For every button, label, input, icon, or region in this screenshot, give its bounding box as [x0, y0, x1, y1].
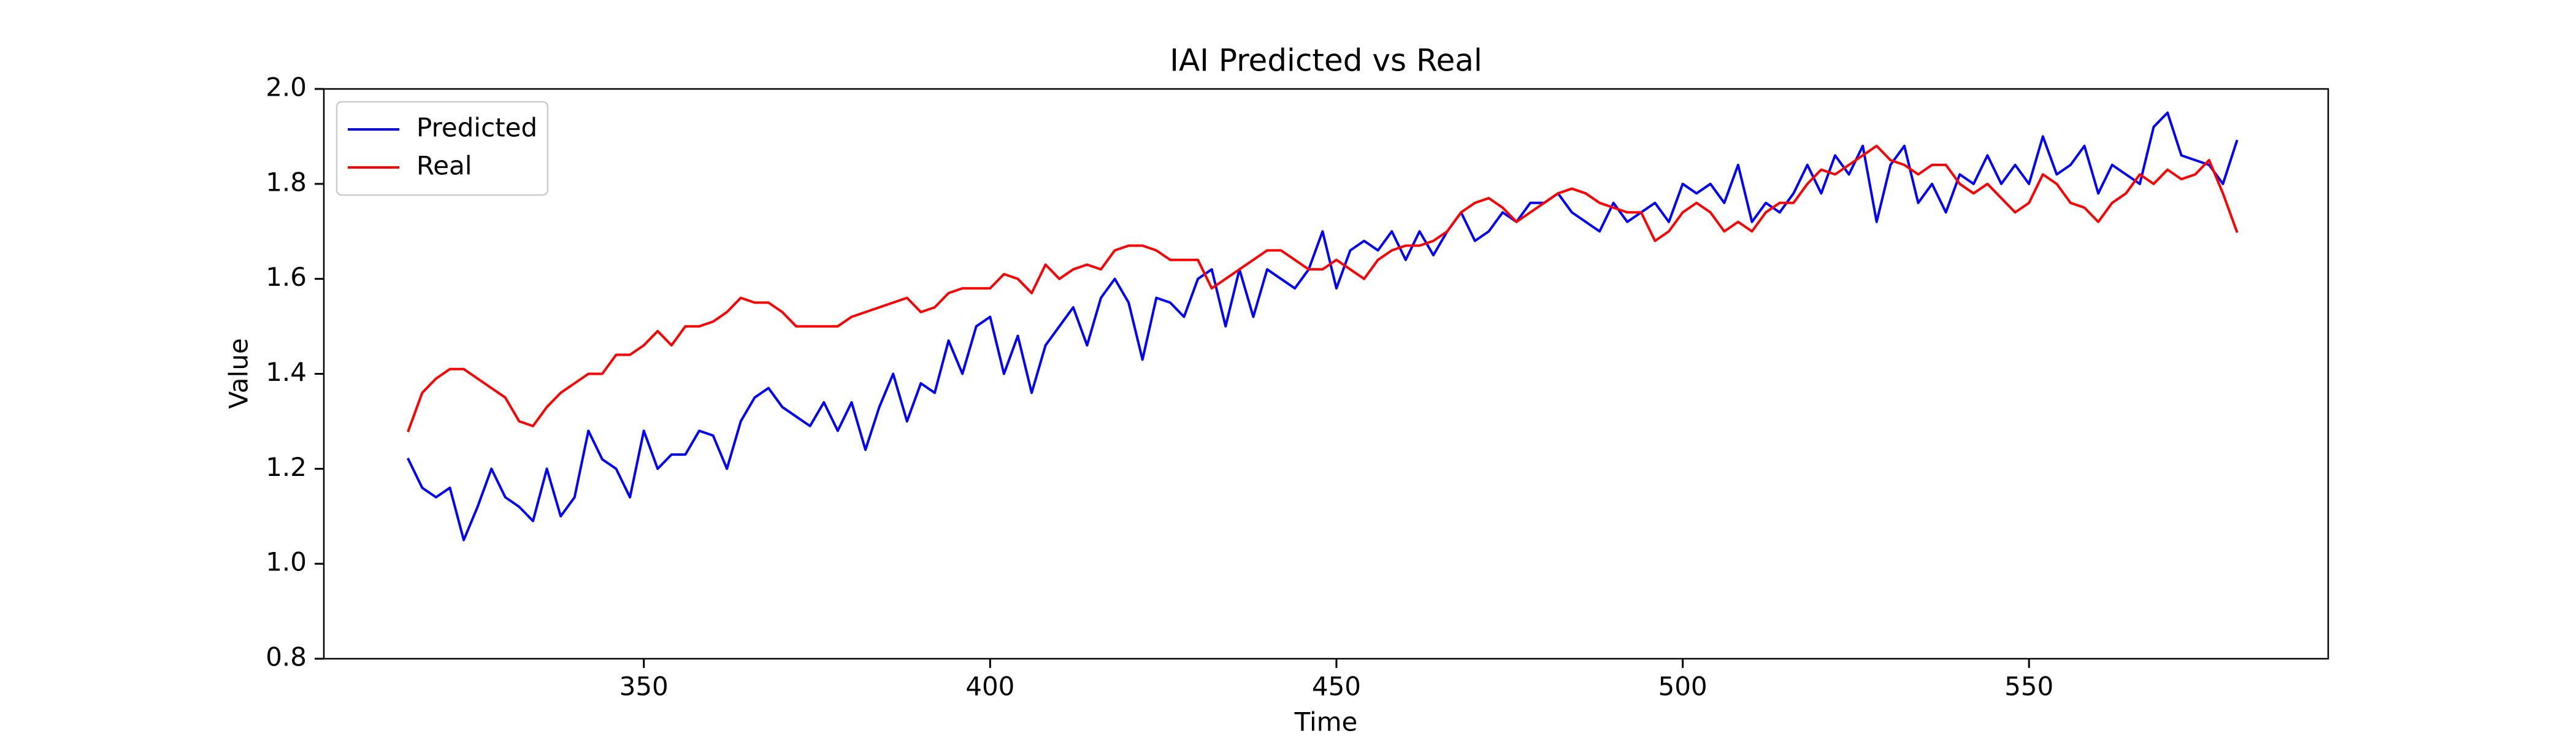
y-axis-label: Value [224, 338, 254, 408]
x-tick-label: 350 [619, 672, 669, 702]
y-tick-label: 0.8 [266, 642, 307, 672]
y-tick-label: 1.2 [266, 452, 307, 482]
x-tick-label: 450 [1312, 672, 1361, 702]
y-tick-label: 1.0 [266, 547, 307, 577]
chart-title: IAI Predicted vs Real [1170, 43, 1482, 79]
legend-box [335, 101, 549, 196]
legend-label: Predicted [416, 113, 537, 143]
x-tick-label: 550 [2004, 672, 2053, 702]
line-series [407, 144, 2239, 432]
y-tick-label: 1.8 [266, 167, 307, 197]
y-tick-label: 2.0 [266, 72, 307, 102]
x-tick-label: 500 [1658, 672, 1707, 702]
line-series [407, 111, 2239, 542]
x-axis-label: Time [1294, 707, 1358, 736]
legend-label: Real [416, 151, 472, 181]
plot-frame [323, 88, 2329, 660]
y-tick-label: 1.4 [266, 357, 307, 387]
x-tick-label: 400 [965, 672, 1014, 702]
y-tick-label: 1.6 [266, 262, 307, 292]
